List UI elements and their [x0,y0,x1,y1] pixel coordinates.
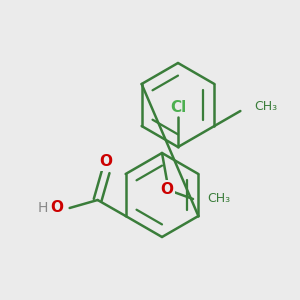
Text: O: O [160,182,173,196]
Text: Cl: Cl [170,100,186,115]
Text: H: H [37,201,48,215]
Text: O: O [99,154,112,169]
Text: O: O [51,200,64,215]
Text: CH₃: CH₃ [254,100,278,112]
Text: CH₃: CH₃ [207,193,230,206]
